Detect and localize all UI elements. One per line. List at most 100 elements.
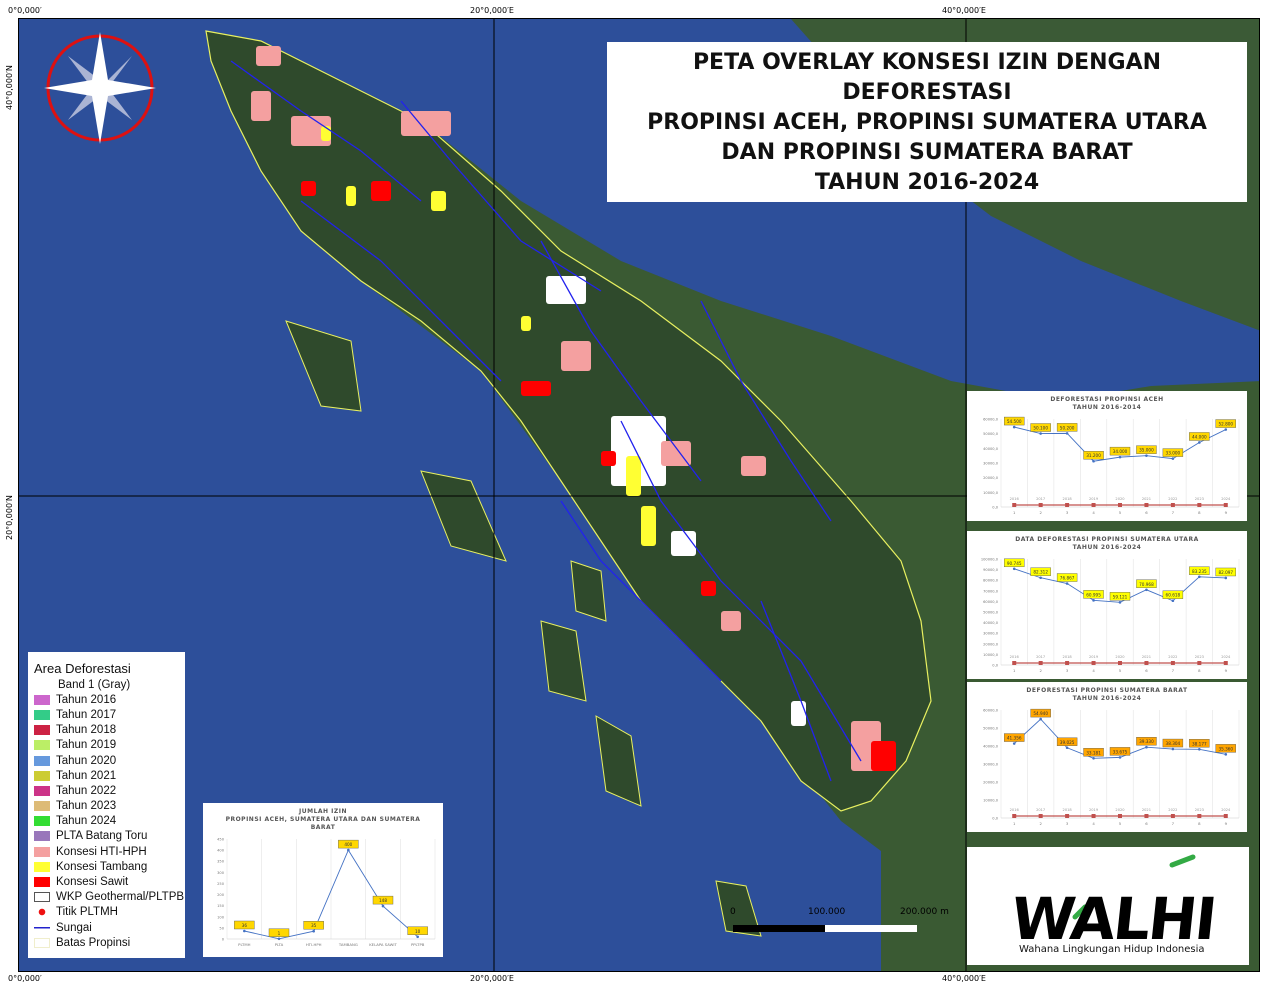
- series-marker: [1039, 576, 1042, 580]
- data-label: 33.181: [1086, 750, 1101, 755]
- legend-label: Tahun 2024: [56, 815, 117, 828]
- year-label: 2016: [1010, 497, 1020, 501]
- legend-label: Tahun 2021: [56, 769, 117, 782]
- legend-item: Konsesi HTI-HPH: [28, 844, 185, 859]
- data-label-box: [1056, 423, 1078, 432]
- data-label-box: [407, 926, 428, 935]
- y-tick-label: 0: [222, 938, 225, 942]
- year-label: 2024: [1221, 655, 1231, 659]
- year-label: 2023: [1195, 808, 1204, 812]
- concession-tambang: [626, 456, 641, 496]
- concession-white: [671, 531, 696, 556]
- legend-swatch: [34, 709, 50, 720]
- legend-item: Tahun 2019: [28, 738, 185, 753]
- legend-label: Titik PLTMH: [56, 906, 118, 919]
- x-tick-label: 3: [1066, 510, 1069, 515]
- dot-icon: [34, 907, 50, 918]
- series-marker: [1145, 454, 1148, 457]
- series-marker: [1012, 567, 1016, 571]
- concession-sawit: [601, 451, 616, 466]
- river: [400, 100, 602, 292]
- year-label: 2018: [1063, 655, 1073, 659]
- legend-item: Sungai: [28, 920, 185, 935]
- concession-sawit: [701, 581, 716, 596]
- x-tick-label: 9: [1225, 821, 1228, 826]
- legend-item: Konsesi Sawit: [28, 874, 185, 889]
- series-marker: [1038, 814, 1043, 818]
- concession-sawit: [871, 741, 896, 771]
- concession-white: [791, 701, 806, 726]
- data-label-box: [1215, 567, 1236, 577]
- data-label: 38.304: [1166, 741, 1181, 746]
- legend-label: PLTA Batang Toru: [56, 830, 148, 843]
- svg-text:WALHI: WALHI: [1008, 885, 1218, 953]
- series-marker: [1171, 599, 1175, 603]
- series-marker: [1198, 575, 1201, 579]
- legend-label: Tahun 2017: [56, 708, 117, 721]
- island: [715, 880, 762, 937]
- data-label: 39.025: [1060, 740, 1075, 745]
- river: [700, 300, 832, 522]
- coord-top-0: 0°0,000′: [8, 6, 42, 15]
- legend-item: Tahun 2021: [28, 768, 185, 783]
- series-marker: [1170, 814, 1175, 818]
- x-tick-label: 8: [1198, 510, 1201, 515]
- y-tick-label: 90000,0: [983, 568, 999, 572]
- series-marker: [1065, 661, 1070, 665]
- legend-title: Area Deforestasi: [34, 661, 131, 676]
- concession-tambang: [641, 506, 656, 546]
- island: [285, 320, 362, 412]
- x-tick-label: 7: [1172, 821, 1175, 826]
- concession-sawit: [371, 181, 391, 201]
- legend-item: Titik PLTMH: [28, 905, 185, 920]
- walhi-tagline: Wahana Lingkungan Hidup Indonesia: [1019, 944, 1205, 955]
- x-tick-label: TAMBANG: [338, 942, 358, 947]
- year-label: 2023: [1195, 497, 1204, 501]
- legend-item: Tahun 2022: [28, 783, 185, 798]
- concession-hti: [256, 46, 281, 66]
- data-label: 35.360: [1218, 746, 1233, 751]
- data-label: 34.000: [1113, 449, 1128, 454]
- y-tick-label: 150: [217, 904, 225, 908]
- series-marker: [1012, 425, 1016, 429]
- legend-label: Konsesi HTI-HPH: [56, 845, 147, 858]
- legend-item: Tahun 2017: [28, 707, 185, 722]
- coord-top-20e: 20°0,000′E: [470, 6, 514, 15]
- legend-item: Tahun 2024: [28, 814, 185, 829]
- x-tick-label: 7: [1172, 510, 1175, 515]
- data-label: 33.000: [1166, 451, 1181, 456]
- map-title: PETA OVERLAY KONSESI IZIN DENGAN DEFORES…: [607, 42, 1247, 202]
- legend-label: Tahun 2016: [56, 693, 117, 706]
- series-marker: [1197, 503, 1202, 507]
- y-tick-label: 30000,0: [983, 763, 999, 767]
- series-marker: [1171, 747, 1175, 751]
- concession-tambang: [346, 186, 356, 206]
- legend-label: Tahun 2020: [56, 754, 117, 767]
- chart-title: TAHUN 2016-2014: [1073, 404, 1142, 411]
- data-label: 83.235: [1192, 569, 1207, 574]
- legend-swatch: [34, 694, 50, 705]
- data-label: 82.097: [1218, 570, 1233, 575]
- chart-title: PROPINSI ACEH, SUMATERA UTARA DAN SUMATE…: [226, 816, 421, 823]
- legend-subtitle: Band 1 (Gray): [58, 678, 131, 691]
- walhi-logo: WALHI Wahana Lingkungan Hidup Indonesia: [967, 847, 1249, 965]
- river: [230, 60, 422, 202]
- series-marker: [1197, 814, 1202, 818]
- year-label: 2016: [1010, 655, 1020, 659]
- data-label-box: [1189, 566, 1210, 575]
- y-tick-label: 70000,0: [983, 589, 999, 593]
- series-marker: [1092, 756, 1095, 760]
- year-label: 2021: [1142, 497, 1151, 501]
- data-label: 400: [344, 842, 352, 847]
- y-tick-label: 60000,0: [983, 418, 999, 422]
- y-tick-label: 10000,0: [983, 491, 999, 495]
- legend-swatch: [34, 740, 50, 751]
- data-label: 70.968: [1139, 582, 1154, 587]
- series-marker: [1065, 503, 1070, 507]
- year-label: 2021: [1142, 655, 1151, 659]
- walhi-logo-mark: WALHI: [1008, 854, 1218, 953]
- y-tick-label: 400: [217, 849, 225, 853]
- data-label-box: [1083, 590, 1104, 599]
- data-label: 148: [379, 898, 387, 903]
- data-label: 50.100: [1033, 426, 1048, 431]
